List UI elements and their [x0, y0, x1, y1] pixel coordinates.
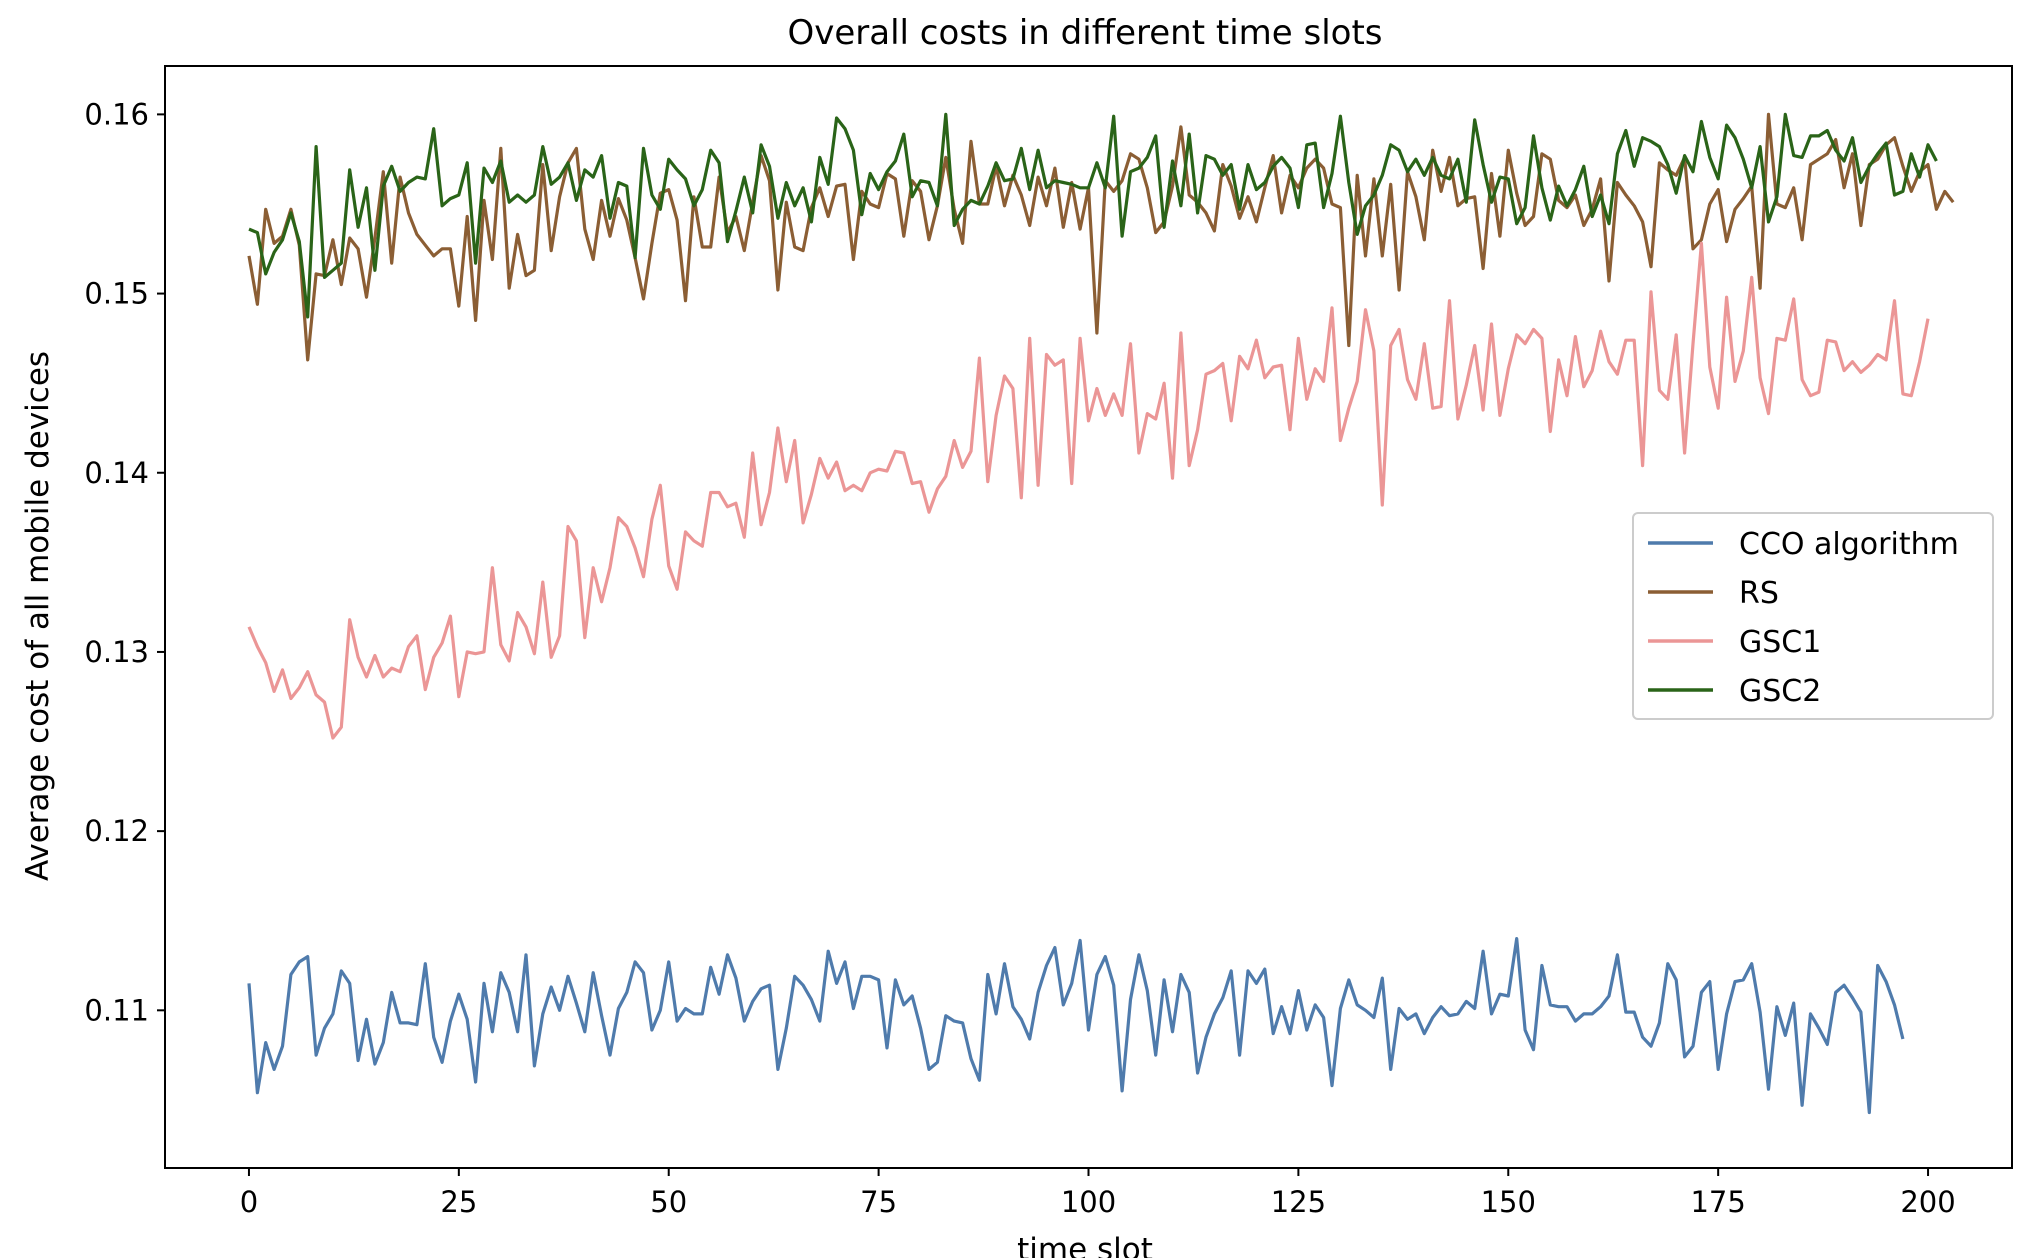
x-tick-label: 150 [1481, 1185, 1536, 1219]
x-tick-label: 50 [650, 1185, 687, 1219]
legend-label: CCO algorithm [1739, 527, 1959, 562]
x-tick-label: 175 [1690, 1185, 1745, 1219]
legend-box [1632, 512, 1994, 720]
series-line-0 [247, 936, 1905, 1115]
y-tick-label: 0.13 [84, 635, 149, 669]
series-line-2 [247, 241, 1930, 740]
x-tick-label: 25 [440, 1185, 477, 1219]
x-tick-label: 75 [860, 1185, 897, 1219]
x-tick-label: 200 [1900, 1185, 1955, 1219]
legend-label: GSC1 [1739, 625, 1821, 660]
x-axis-ticks: 0 25 50 75 100 125 150 175 200 [240, 1168, 1956, 1219]
legend: CCO algorithm RS GSC1 GSC2 [1632, 512, 1994, 720]
y-tick-label: 0.15 [84, 277, 149, 311]
chart-title: Overall costs in different time slots [787, 13, 1382, 53]
x-tick-label: 125 [1271, 1185, 1326, 1219]
legend-label: GSC2 [1739, 674, 1821, 709]
y-axis-label: Average cost of all mobile devices [20, 351, 56, 881]
y-tick-label: 0.12 [84, 814, 149, 848]
y-tick-label: 0.11 [84, 993, 149, 1027]
y-axis-ticks: 0.11 0.12 0.13 0.14 0.15 0.16 [84, 97, 165, 1027]
x-tick-label: 100 [1061, 1185, 1116, 1219]
x-tick-label: 0 [240, 1185, 258, 1219]
plot-frame [164, 65, 2013, 1169]
legend-label: RS [1739, 576, 1779, 611]
y-tick-label: 0.14 [84, 456, 149, 490]
y-tick-label: 0.16 [84, 97, 149, 131]
x-axis-label: time slot [1017, 1232, 1153, 1258]
series-layer [247, 112, 1955, 1115]
series-line-3 [248, 112, 1938, 319]
